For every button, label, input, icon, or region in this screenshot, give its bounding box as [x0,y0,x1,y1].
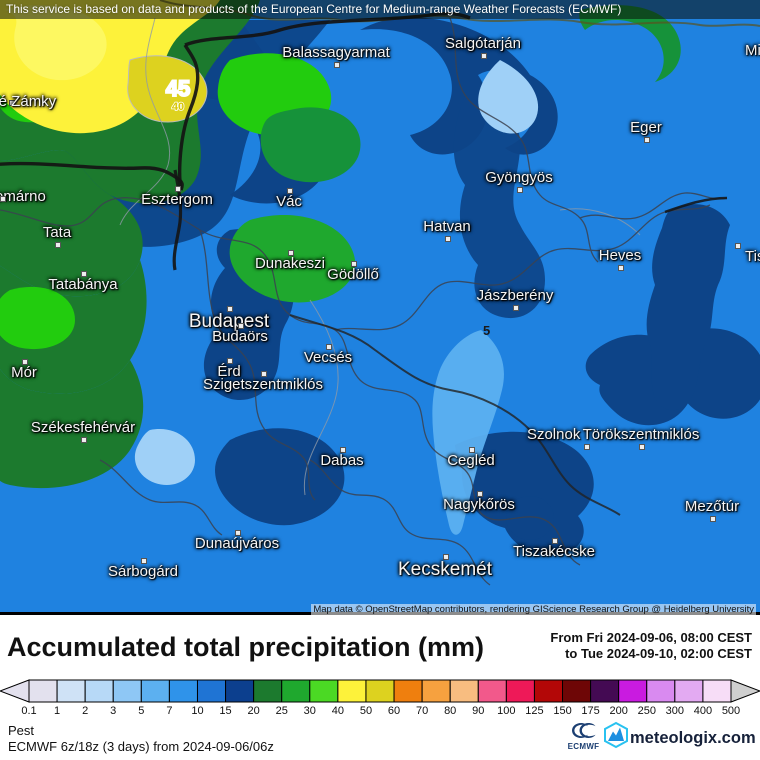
svg-text:3: 3 [110,705,116,717]
svg-text:175: 175 [581,705,599,717]
svg-text:400: 400 [694,705,712,717]
svg-text:40: 40 [332,705,344,717]
svg-text:200: 200 [610,705,628,717]
svg-text:10: 10 [191,705,203,717]
svg-text:7: 7 [166,705,172,717]
svg-text:5: 5 [138,705,144,717]
svg-text:300: 300 [666,705,684,717]
svg-text:meteologix.com: meteologix.com [630,729,756,747]
svg-text:1: 1 [54,705,60,717]
svg-text:70: 70 [416,705,428,717]
svg-text:0.1: 0.1 [21,705,36,717]
svg-text:30: 30 [304,705,316,717]
svg-text:90: 90 [472,705,484,717]
svg-text:125: 125 [525,705,543,717]
svg-text:15: 15 [219,705,231,717]
svg-text:50: 50 [360,705,372,717]
svg-text:150: 150 [553,705,571,717]
svg-text:500: 500 [722,705,740,717]
svg-text:250: 250 [638,705,656,717]
svg-text:100: 100 [497,705,515,717]
svg-text:80: 80 [444,705,456,717]
svg-text:20: 20 [248,705,260,717]
svg-text:25: 25 [276,705,288,717]
svg-text:ECMWF: ECMWF [568,742,600,751]
svg-text:2: 2 [82,705,88,717]
svg-text:60: 60 [388,705,400,717]
